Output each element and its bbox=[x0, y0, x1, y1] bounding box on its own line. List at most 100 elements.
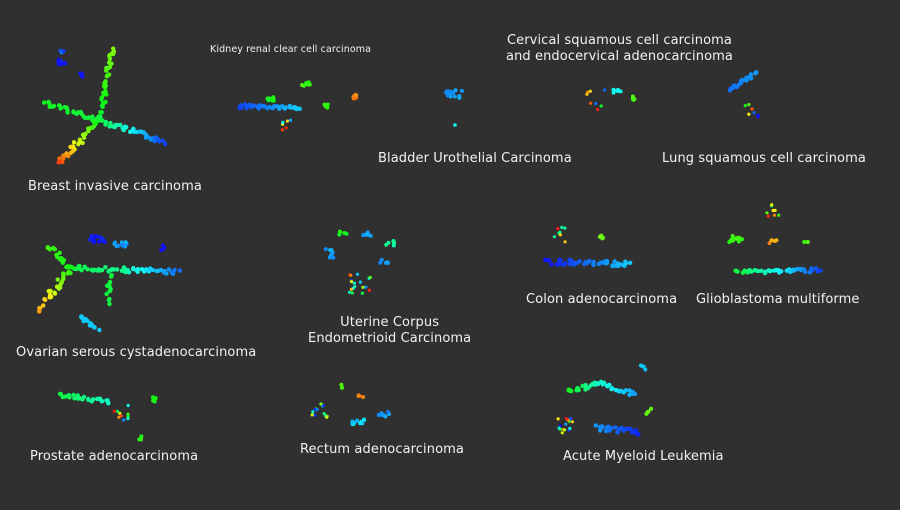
bladder-cluster bbox=[459, 88, 464, 93]
prostate-speck bbox=[126, 403, 130, 408]
breast-branch bbox=[46, 99, 51, 105]
label-aml: Acute Myeloid Leukemia bbox=[563, 449, 724, 464]
rectum-speck bbox=[321, 403, 325, 407]
breast-cluster bbox=[61, 49, 66, 53]
kidney-cluster bbox=[300, 83, 305, 87]
kidney-branch bbox=[238, 103, 243, 108]
prostate-branch bbox=[72, 396, 77, 401]
colon-branch bbox=[549, 262, 554, 267]
kidney-branch bbox=[287, 105, 293, 110]
breast-branch bbox=[128, 129, 133, 134]
aml-branch bbox=[623, 388, 629, 393]
colon-branch bbox=[610, 263, 615, 269]
glio-branch bbox=[803, 269, 808, 275]
ovarian-branch bbox=[54, 284, 60, 289]
label-prostate: Prostate adenocarcinoma bbox=[30, 449, 199, 464]
uterine-cluster bbox=[391, 239, 396, 243]
bladder-cluster bbox=[452, 94, 457, 99]
breast-branch bbox=[79, 111, 84, 117]
label-uterine: Uterine Corpus Endometrioid Carcinoma bbox=[308, 315, 472, 346]
glio-cluster bbox=[805, 240, 810, 244]
uterine-speck bbox=[367, 288, 372, 292]
breast-branch bbox=[47, 104, 52, 110]
glio-cluster bbox=[769, 238, 774, 243]
colon-branch bbox=[587, 258, 592, 264]
kidney-branch bbox=[297, 106, 302, 112]
breast-branch bbox=[58, 105, 63, 110]
label-lung: Lung squamous cell carcinoma bbox=[662, 151, 866, 166]
colon-branch bbox=[558, 258, 563, 263]
glio-branch bbox=[779, 269, 784, 274]
kidney-cluster bbox=[306, 80, 311, 85]
ovarian-branch bbox=[37, 305, 42, 311]
aml-speck bbox=[556, 417, 560, 421]
glio-cluster bbox=[767, 241, 772, 246]
kidney-speck bbox=[284, 126, 288, 130]
prostate-speck bbox=[115, 409, 120, 414]
colon-speck bbox=[558, 233, 563, 237]
rectum-cluster bbox=[352, 420, 357, 425]
colon-speck bbox=[563, 240, 567, 244]
aml-branch bbox=[619, 388, 624, 394]
ovarian-cluster bbox=[159, 248, 164, 252]
breast-branch bbox=[108, 120, 113, 126]
ovarian-branch bbox=[65, 271, 70, 276]
ovarian-branch bbox=[37, 309, 42, 314]
kidney-branch bbox=[294, 106, 299, 112]
colon-branch bbox=[547, 258, 552, 263]
kidney-speck bbox=[288, 118, 293, 122]
colon-branch bbox=[557, 261, 563, 267]
rectum-speck bbox=[315, 407, 319, 412]
breast-branch bbox=[86, 128, 91, 134]
cervical-speck bbox=[589, 101, 593, 105]
colon-branch bbox=[569, 258, 574, 263]
ovarian-cluster bbox=[119, 240, 124, 245]
ovarian-cluster bbox=[101, 237, 105, 242]
ovarian-branch bbox=[45, 245, 51, 250]
ovarian-branch bbox=[79, 268, 84, 273]
uterine-cluster bbox=[331, 255, 336, 260]
ovarian-branch bbox=[114, 267, 120, 272]
glio-speck bbox=[765, 211, 769, 215]
aml-speck bbox=[568, 416, 573, 420]
lung-speck bbox=[755, 113, 761, 119]
ovarian-branch bbox=[46, 288, 51, 294]
breast-branch bbox=[107, 52, 113, 58]
colon-branch bbox=[612, 259, 617, 264]
rectum-cluster bbox=[355, 418, 360, 423]
kidney-branch bbox=[283, 105, 288, 110]
colon-branch bbox=[604, 261, 610, 266]
cervical-cluster bbox=[632, 97, 637, 102]
ovarian-branch bbox=[70, 265, 75, 270]
uterine-cluster bbox=[391, 243, 396, 248]
uterine-speck bbox=[360, 291, 364, 295]
ovarian-branch bbox=[177, 268, 183, 273]
colon-branch bbox=[623, 261, 629, 266]
breast-branch bbox=[91, 124, 97, 129]
breast-branch bbox=[107, 124, 112, 129]
lung-branch bbox=[748, 72, 754, 77]
aml-branch bbox=[636, 432, 641, 437]
cervical-speck bbox=[586, 90, 590, 94]
breast-branch bbox=[90, 114, 95, 119]
glio-cluster bbox=[772, 239, 777, 243]
aml-speck bbox=[570, 420, 575, 424]
uterine-speck bbox=[361, 285, 365, 289]
aml-branch bbox=[633, 428, 639, 433]
ovarian-branch bbox=[161, 270, 167, 275]
ovarian-branch bbox=[41, 303, 46, 308]
glio-speck bbox=[766, 214, 770, 218]
aml-branch bbox=[576, 387, 581, 393]
kidney-speck bbox=[285, 119, 289, 123]
lung-speck bbox=[743, 104, 747, 108]
ovarian-cluster bbox=[123, 240, 128, 245]
cervical-cluster bbox=[615, 88, 620, 93]
glio-branch bbox=[759, 268, 764, 273]
breast-branch bbox=[71, 110, 76, 115]
bladder-cluster bbox=[457, 94, 462, 98]
breast-branch bbox=[121, 127, 126, 133]
kidney-cluster bbox=[351, 96, 356, 101]
lung-speck bbox=[752, 111, 756, 115]
kidney-cluster bbox=[325, 105, 330, 110]
